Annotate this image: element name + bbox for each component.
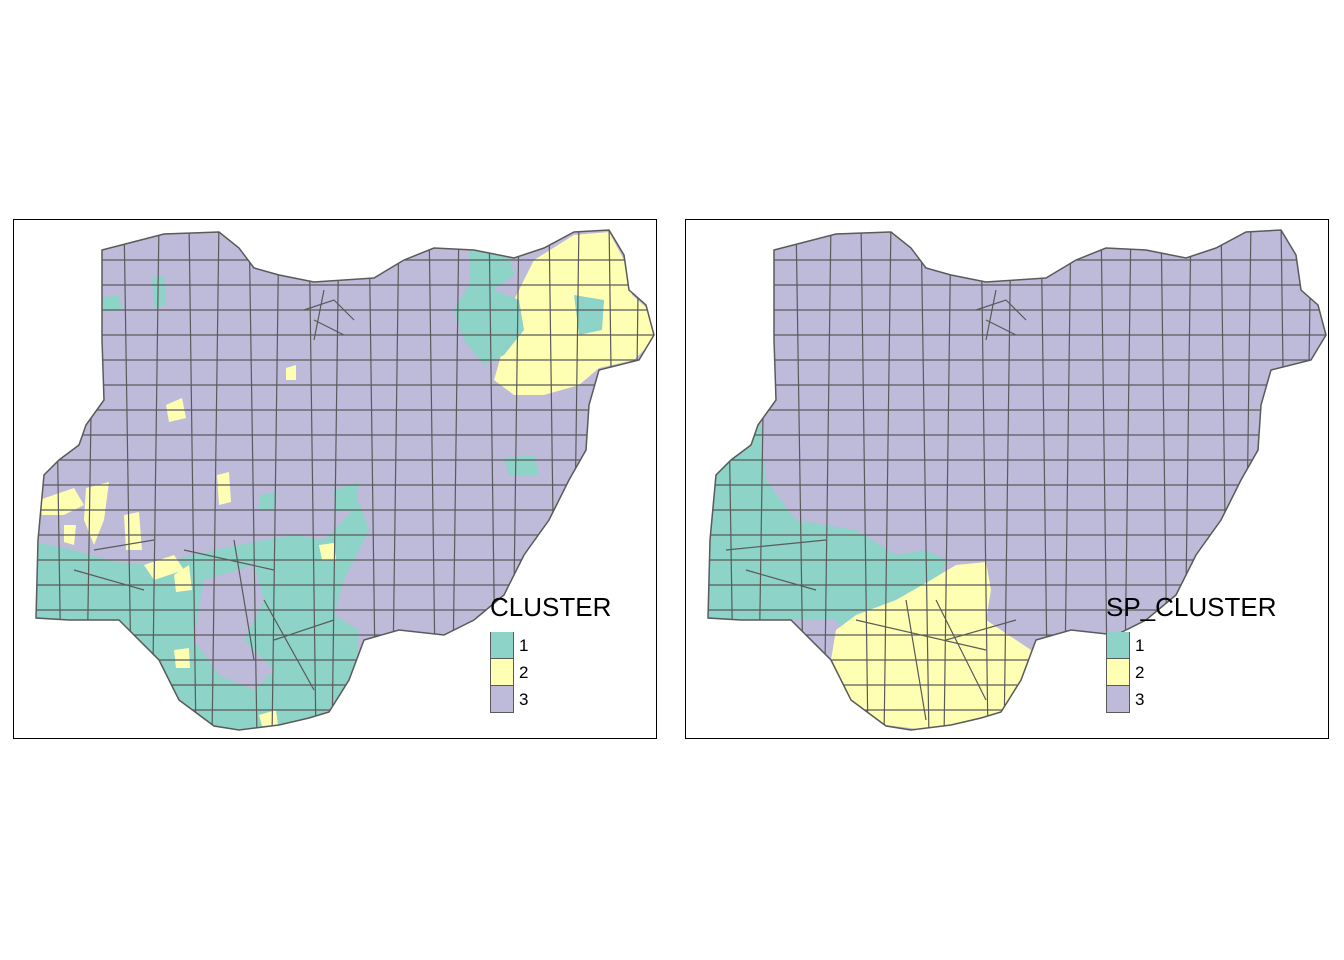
cluster-2-region: [831, 562, 1031, 730]
map-legend: SP_CLUSTER 1 2 3: [1106, 592, 1277, 713]
cluster-2-region: [174, 648, 190, 668]
cluster-2-region: [286, 365, 296, 380]
legend-label: 2: [519, 662, 529, 682]
legend-label: 3: [1135, 689, 1145, 709]
country-outline: [707, 229, 1327, 731]
legend-item: 2: [490, 659, 650, 686]
cluster-1-region: [574, 295, 604, 335]
cluster-2-region: [39, 488, 84, 515]
cluster-1-region: [99, 295, 122, 312]
legend-swatch-1: [1106, 632, 1130, 659]
map-legend: CLUSTER 1 2 3: [490, 592, 650, 713]
legend-title: SP_CLUSTER: [1106, 592, 1277, 622]
cluster-1-region: [152, 275, 166, 308]
country-outline: [35, 229, 655, 731]
legend-item: 3: [490, 686, 650, 713]
cluster-1-region: [504, 455, 539, 475]
legend-item: 2: [1106, 659, 1266, 686]
legend-item: 1: [490, 632, 650, 659]
cluster-1-region: [708, 425, 946, 640]
cluster-2-region: [217, 472, 231, 505]
legend-item: 3: [1106, 686, 1266, 713]
cluster-2-region: [259, 710, 278, 726]
map-panel-sp-cluster: SP_CLUSTER 1 2 3: [685, 219, 1329, 739]
legend-label: 2: [1135, 662, 1145, 682]
choropleth-map-cluster: [35, 229, 655, 731]
legend-item: 1: [1106, 632, 1266, 659]
legend-swatch-1: [490, 632, 514, 659]
cluster-1-region: [334, 482, 359, 512]
legend-title: CLUSTER: [490, 592, 612, 622]
cluster-2-region: [494, 232, 654, 395]
legend-swatch-3: [1106, 686, 1130, 713]
legend-swatch-2: [1106, 659, 1130, 686]
cluster-1-region: [454, 250, 524, 365]
choropleth-map-sp-cluster: [707, 229, 1327, 731]
cluster-2-region: [319, 543, 336, 560]
legend-swatch-2: [490, 659, 514, 686]
legend-label: 1: [1135, 635, 1145, 655]
legend-label: 1: [519, 635, 529, 655]
cluster-1-region: [259, 492, 276, 510]
legend-swatch-3: [490, 686, 514, 713]
map-panel-cluster: CLUSTER 1 2 3: [13, 219, 657, 739]
lga-boundaries: [36, 230, 654, 730]
legend-label: 3: [519, 689, 529, 709]
